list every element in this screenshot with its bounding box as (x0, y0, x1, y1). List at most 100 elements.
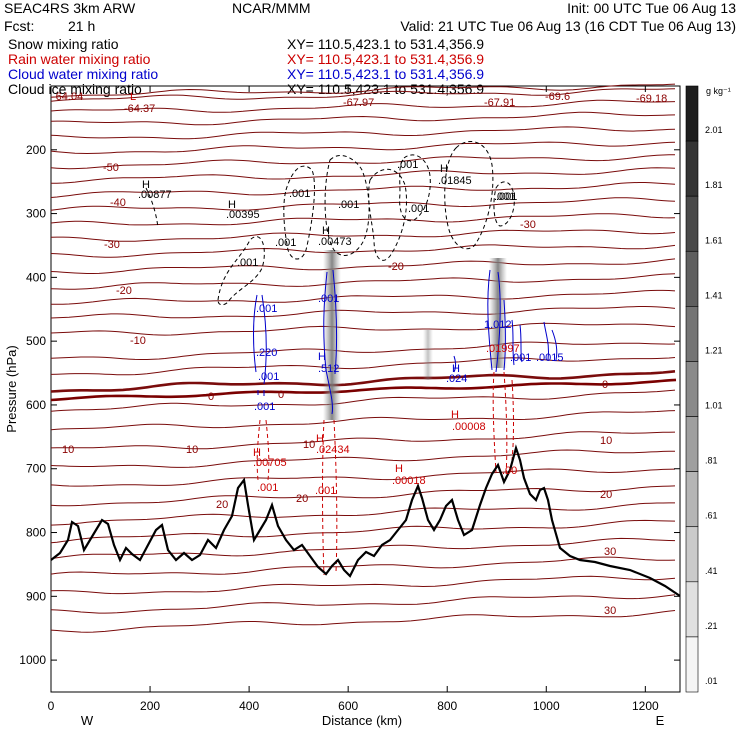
plot-frame (50, 85, 681, 693)
snow-contour-6 (399, 154, 431, 222)
temperature-label: -40 (110, 197, 126, 209)
mixing-ratio-label: .01845 (438, 175, 472, 187)
y-tick-label: 600 (26, 398, 46, 412)
mixing-ratio-label: .001 (237, 257, 258, 269)
fcst-value: 21 h (68, 18, 95, 34)
mixing-ratio-label: .00018 (392, 475, 426, 487)
temperature-label: -64.04 (52, 91, 83, 103)
y-tick-label: 800 (26, 526, 46, 540)
colorbar-segment (685, 306, 699, 362)
cloud-water-contour-3 (323, 269, 337, 415)
colorbar-label: 2.01 (705, 125, 723, 135)
init-time: Init: 00 UTC Tue 06 Aug 13 (567, 0, 736, 16)
temperature-label: 0 (278, 389, 284, 401)
colorbar-label: .21 (705, 621, 718, 631)
isotherm-line (50, 141, 676, 155)
rain-contour-1 (256, 419, 270, 481)
valid-time: Valid: 21 UTC Tue 06 Aug 13 (16 CDT Tue … (400, 18, 736, 34)
west-label: W (81, 713, 94, 728)
header: SEAC4RS 3km ARW NCAR/MMM Init: 00 UTC Tu… (4, 0, 736, 34)
temperature-label: -69.6 (545, 91, 570, 103)
temperature-label: 20 (600, 489, 612, 501)
mixing-ratio-label: .00473 (318, 236, 352, 248)
cloud-water-contour-2 (257, 390, 265, 396)
isotherm-line (50, 341, 676, 360)
isotherm-line (50, 449, 676, 468)
field-cloud-water-xy: XY= 110.5,423.1 to 531.4,356.9 (287, 66, 484, 82)
isotherm-line (50, 537, 676, 560)
isotherm-line (50, 410, 676, 431)
mixing-ratio-label: .001 (408, 203, 429, 215)
isotherm-line (50, 322, 676, 336)
isotherm-line (50, 389, 676, 412)
colorbar-label: 1.21 (705, 345, 723, 355)
isotherm-line (51, 167, 676, 184)
mixing-ratio-label: .001 (258, 371, 279, 383)
colorbar-segment (685, 195, 699, 252)
isotherm-line (50, 213, 676, 226)
isotherm-line (50, 594, 676, 614)
isotherms (50, 83, 677, 633)
field-snow-xy: XY= 110.5,423.1 to 531.4,356.9 (287, 36, 484, 52)
colorbar-segment (685, 526, 699, 583)
temperature-label: -10 (130, 335, 146, 347)
isotherm-line (50, 154, 676, 170)
temperature-label: -20 (116, 285, 132, 297)
mixing-ratio-label: L (130, 91, 136, 103)
y-tick-label: 300 (26, 207, 46, 221)
isotherm-line (50, 182, 676, 198)
mixing-ratio-label: .001 (256, 303, 277, 315)
mixing-ratio-label: .001 (397, 159, 418, 171)
isotherm-line (50, 258, 676, 274)
isotherm-line (50, 111, 676, 126)
x-tick-label: 800 (437, 699, 457, 713)
temperature-label: 10 (303, 439, 315, 451)
temperature-label: 10 (186, 444, 198, 456)
cloud-water-contour-1 (253, 294, 267, 385)
colorbar-label: 1.81 (705, 180, 723, 190)
axes: 0 200 400 600 800 1000 12002003004005006007008… (19, 86, 680, 713)
mixing-ratio-label: H (452, 363, 460, 375)
temperature-label: 30 (604, 605, 616, 617)
temperature-label: 20 (296, 493, 308, 505)
mixing-ratio-label: .024 (446, 373, 467, 385)
field-cloud-ice-name: Cloud ice mixing ratio (8, 81, 142, 97)
mixing-ratio-label: .001 (338, 199, 359, 211)
isotherm-line (50, 273, 676, 290)
isotherm-line (50, 83, 676, 98)
x-tick-label: 1200 (632, 699, 659, 713)
mixing-ratio-label: H (395, 463, 403, 475)
isotherm-line (50, 99, 676, 113)
isotherm-line (50, 197, 676, 211)
colorbar-label: .61 (705, 511, 718, 521)
isotherm-line (50, 575, 676, 595)
mixing-ratio-label: .512 (318, 363, 339, 375)
isotherm-line (50, 610, 676, 633)
mixing-ratio-label: .00705 (253, 457, 287, 469)
terrain-line (50, 444, 681, 597)
y-tick-label: 500 (26, 334, 46, 348)
snow-contours (145, 141, 515, 306)
x-tick-label: 400 (239, 699, 259, 713)
mixing-ratio-label: .001 (254, 401, 275, 413)
cloud-water-contours (253, 269, 558, 415)
mixing-ratio-label: H (316, 433, 324, 445)
isotherm-line (50, 126, 676, 140)
cloud-water-contour-4 (487, 269, 506, 373)
mixing-ratio-label: .220 (256, 347, 277, 359)
colorbar-segment (685, 581, 699, 638)
temperature-label: -20 (388, 261, 404, 273)
x-tick-label: 0 (48, 699, 55, 713)
temperature-label: 10 (600, 435, 612, 447)
mixing-ratio-label: H (451, 409, 459, 421)
cloud-water-contour-7 (453, 355, 456, 373)
snow-contour-3 (324, 155, 370, 256)
mixing-ratio-label: .001 (510, 352, 531, 364)
snow-contour-5 (444, 141, 494, 250)
y-tick-label: 200 (26, 143, 46, 157)
mixing-ratio-label: H (142, 179, 150, 191)
mixing-ratio-label: H (440, 163, 448, 175)
colorbar-unit: g kg⁻¹ (706, 86, 731, 96)
org-title: NCAR/MMM (232, 0, 311, 16)
